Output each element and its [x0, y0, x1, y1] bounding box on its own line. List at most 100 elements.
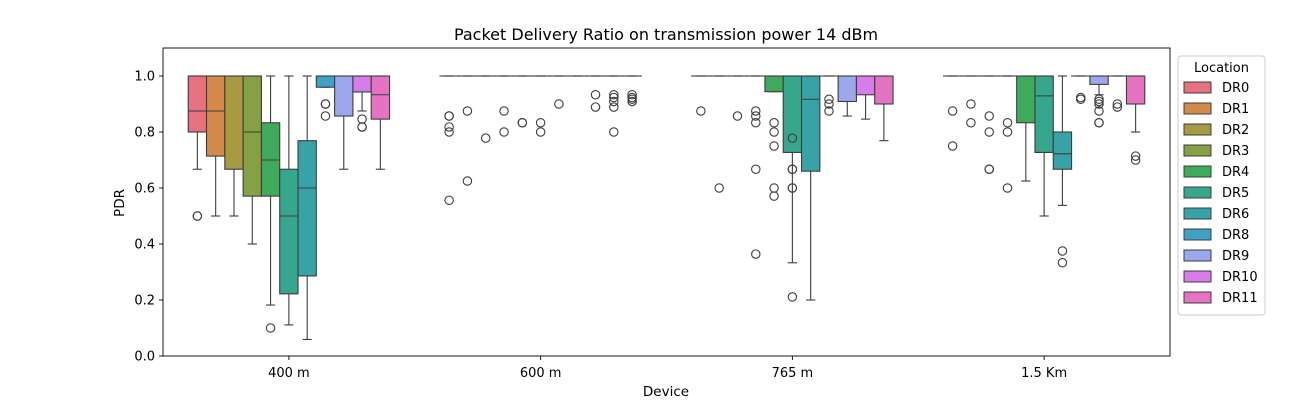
box-dr6 [297, 75, 317, 341]
outlier-point [947, 106, 958, 116]
outlier-point [751, 249, 761, 259]
box-iqr [187, 75, 208, 133]
legend-item-dr8: DR8 [1183, 228, 1249, 243]
outlier-point [265, 323, 276, 333]
box-dr9 [837, 75, 857, 117]
x-axis-label: Device [643, 384, 689, 400]
legend-label: DR3 [1222, 144, 1249, 159]
outlier-point [787, 183, 798, 193]
outlier-point [444, 195, 454, 206]
box-dr0 [439, 75, 459, 206]
outlier-point [1094, 118, 1104, 128]
box-dr2 [727, 75, 748, 121]
box-iqr [205, 75, 226, 157]
box-dr9 [585, 75, 606, 112]
y-tick-label: 0.4 [134, 238, 155, 253]
outlier-point [627, 96, 637, 107]
box-group-400-m [187, 75, 391, 341]
x-tick-label: 765 m [772, 366, 814, 381]
outlier-point [769, 141, 779, 151]
box-iqr [800, 75, 821, 172]
outlier-point [554, 99, 564, 109]
box-iqr [242, 75, 262, 197]
legend-label: DR0 [1222, 81, 1249, 96]
box-dr11 [370, 75, 391, 170]
legend-label: DR9 [1222, 249, 1249, 264]
outlier-point [1002, 127, 1013, 137]
outlier-point [751, 118, 761, 128]
outlier-point [1002, 183, 1013, 193]
box-dr0 [942, 75, 963, 151]
legend-label: DR1 [1222, 102, 1249, 117]
outlier-point [966, 118, 976, 128]
box-dr2 [224, 75, 244, 217]
legend-item-dr11: DR11 [1183, 291, 1258, 306]
box-iqr [1016, 75, 1036, 124]
outlier-point [609, 96, 619, 107]
outlier-point [609, 127, 619, 137]
legend-title: Location [1194, 61, 1249, 76]
outlier-point [769, 183, 779, 193]
outlier-point [1075, 94, 1086, 104]
legend-label: DR4 [1222, 165, 1249, 180]
outlier-point [1057, 246, 1068, 256]
outlier-point [966, 99, 976, 109]
box-dr9 [1089, 75, 1109, 128]
box-dr4 [512, 75, 533, 128]
outlier-point [984, 164, 994, 174]
outlier-point [590, 90, 601, 100]
legend-swatch [1183, 186, 1212, 199]
box-dr6 [1052, 75, 1073, 268]
chart-title: Packet Delivery Ratio on transmission po… [454, 25, 878, 44]
outlier-point [732, 111, 743, 121]
legend-item-dr1: DR1 [1183, 102, 1249, 117]
legend-label: DR5 [1222, 186, 1249, 201]
box-dr4 [1016, 75, 1036, 182]
box-dr11 [622, 75, 642, 107]
legend-item-dr9: DR9 [1183, 249, 1249, 264]
box-dr5 [279, 75, 299, 326]
outlier-point [499, 106, 509, 116]
outlier-point [787, 133, 798, 143]
legend-item-dr0: DR0 [1183, 81, 1249, 96]
outlier-point [787, 164, 798, 174]
outlier-point [751, 106, 761, 116]
legend-swatch [1183, 81, 1212, 94]
box-iqr [297, 140, 317, 277]
y-tick-label: 1.0 [134, 70, 155, 85]
x-tick-label: 1.5 Km [1021, 366, 1067, 381]
outlier-point [444, 122, 454, 132]
box-iqr [224, 75, 244, 170]
box-iqr [1089, 75, 1109, 85]
legend-swatch [1183, 207, 1212, 220]
box-dr0 [691, 75, 711, 116]
box-dr4 [764, 75, 784, 201]
box-dr0 [187, 75, 208, 221]
outlier-point [751, 111, 761, 121]
box-dr3 [494, 75, 514, 137]
legend-swatch [1183, 291, 1212, 304]
box-iqr [1125, 75, 1146, 105]
outlier-point [769, 127, 779, 137]
box-dr1 [961, 75, 981, 128]
legend-swatch [1183, 123, 1212, 136]
box-dr3 [242, 75, 262, 245]
outlier-point [517, 118, 528, 128]
outlier-point [590, 102, 601, 112]
outlier-point [462, 106, 473, 116]
legend-swatch [1183, 144, 1212, 157]
y-tick-label: 0.6 [134, 182, 155, 197]
outlier-point [609, 102, 619, 112]
outlier-point [1002, 118, 1013, 128]
box-dr8 [315, 75, 336, 121]
outlier-point [824, 99, 834, 109]
outlier-point [627, 90, 637, 100]
box-dr5 [1034, 75, 1054, 217]
legend-swatch [1183, 249, 1212, 262]
box-iqr [352, 75, 372, 93]
y-axis-label: PDR [112, 189, 128, 217]
box-dr2 [476, 75, 496, 143]
box-group-1.5-km [942, 75, 1146, 268]
outlier-point [984, 111, 994, 121]
